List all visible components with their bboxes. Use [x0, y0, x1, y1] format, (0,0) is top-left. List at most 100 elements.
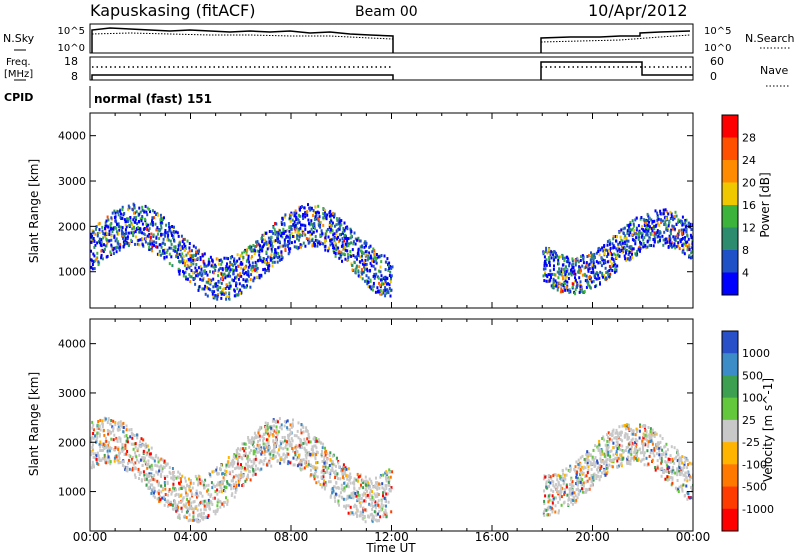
echo-cell [596, 459, 599, 463]
echo-cell [605, 248, 608, 252]
echo-cell [277, 430, 280, 434]
echo-cell [178, 246, 181, 250]
echo-cell [319, 242, 321, 246]
echo-cell [578, 465, 581, 469]
echo-cell [257, 431, 260, 435]
echo-cell [196, 508, 199, 512]
echo-cell [548, 258, 551, 262]
echo-cell [350, 254, 353, 258]
echo-cell [574, 260, 577, 264]
echo-cell [208, 280, 211, 284]
echo-cell [110, 221, 113, 225]
echo-cell [259, 258, 262, 262]
echo-cell [186, 251, 189, 255]
echo-cell [118, 228, 121, 232]
echo-cell [159, 243, 162, 247]
echo-cell [545, 482, 548, 486]
echo-cell [206, 502, 208, 506]
echo-cell [302, 241, 305, 245]
echo-cell [192, 271, 195, 275]
echo-cell [610, 449, 613, 453]
echo-cell [678, 229, 681, 233]
echo-cell [173, 475, 176, 478]
echo-cell [554, 279, 557, 283]
echo-cell [251, 261, 254, 265]
echo-cell [560, 267, 563, 271]
echo-cell [341, 259, 343, 263]
echo-cell [373, 272, 376, 276]
echo-cell [306, 453, 309, 457]
echo-cell [318, 211, 320, 215]
echo-cell [163, 459, 166, 463]
echo-cell [621, 243, 624, 247]
echo-cell [292, 463, 295, 467]
echo-cell [347, 485, 350, 489]
echo-cell [660, 220, 663, 224]
echo-cell [194, 276, 196, 280]
echo-cell [664, 241, 667, 245]
echo-cell [158, 494, 161, 498]
echo-cell [200, 274, 203, 278]
echo-cell [91, 426, 94, 430]
echo-cell [235, 484, 238, 487]
echo-cell [275, 428, 278, 432]
echo-cell [388, 274, 391, 277]
echo-cell [635, 216, 638, 220]
echo-cell [664, 477, 667, 481]
echo-cell [592, 448, 595, 452]
echo-cell [308, 222, 310, 226]
echo-cell [182, 270, 184, 274]
echo-cell [333, 485, 336, 489]
echo-cell [637, 237, 640, 241]
echo-cell [306, 210, 309, 213]
echo-cell [348, 475, 351, 478]
echo-cell [324, 234, 327, 238]
echo-cell [600, 465, 603, 469]
echo-cell [172, 484, 175, 488]
echo-cell [311, 224, 314, 228]
echo-cell [246, 248, 249, 252]
echo-cell [213, 296, 216, 300]
echo-cell [179, 494, 182, 498]
echo-cell [296, 217, 299, 221]
echo-cell [628, 442, 631, 446]
echo-cell [119, 245, 122, 249]
echo-cell [678, 247, 681, 251]
echo-cell [562, 478, 565, 482]
echo-cell [667, 224, 670, 228]
echo-cell [162, 218, 164, 221]
echo-cell [686, 479, 689, 483]
echo-cell [311, 464, 314, 468]
echo-cell [676, 468, 679, 472]
echo-cell [109, 460, 112, 464]
echo-cell [676, 448, 679, 452]
echo-cell [609, 246, 612, 250]
echo-cell [132, 462, 135, 466]
echo-cell [577, 270, 580, 274]
echo-cell [227, 286, 230, 290]
echo-cell [388, 477, 391, 481]
echo-cell [609, 267, 612, 271]
echo-cell [177, 505, 179, 509]
echo-cell [296, 221, 299, 225]
echo-cell [324, 239, 327, 243]
echo-cell [268, 445, 271, 449]
echo-cell [137, 220, 140, 223]
echo-cell [108, 429, 111, 433]
echo-cell [606, 255, 609, 258]
echo-cell [346, 249, 349, 253]
echo-cell [647, 462, 650, 466]
echo-cell [368, 251, 371, 255]
echo-cell [258, 443, 261, 447]
echo-cell [101, 229, 104, 233]
echo-cell [344, 237, 347, 240]
echo-cell [237, 447, 239, 451]
echo-cell [170, 231, 173, 235]
echo-cell [367, 495, 370, 499]
echo-cell [108, 229, 111, 233]
echo-cell [242, 268, 245, 272]
echo-cell [181, 261, 184, 265]
echo-cell [648, 454, 651, 458]
echo-cell [653, 454, 656, 458]
echo-cell [575, 482, 578, 485]
